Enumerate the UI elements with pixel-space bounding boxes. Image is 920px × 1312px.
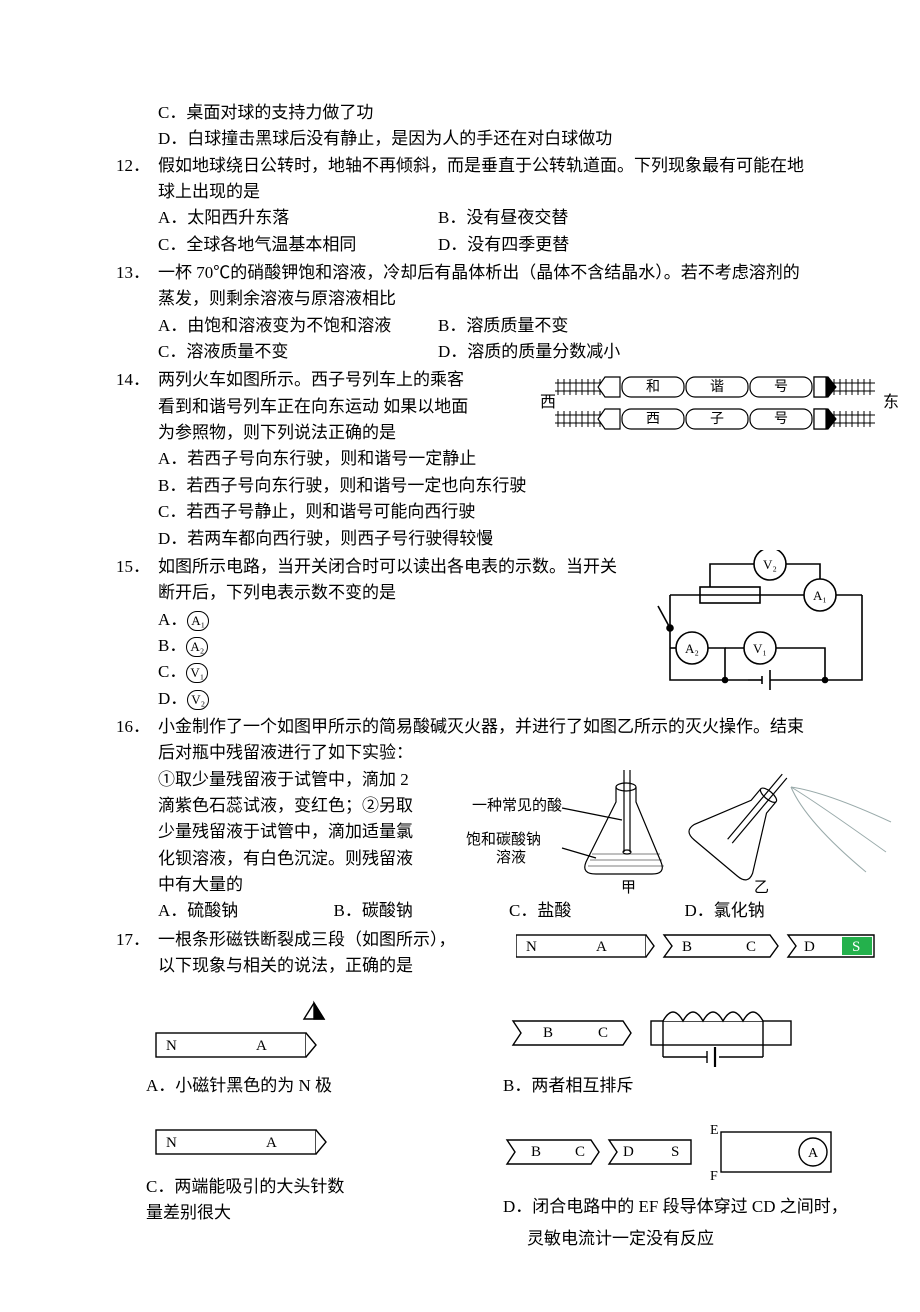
q15-optC-icon: V₁ xyxy=(186,663,208,683)
q15-optB-icon: A₂ xyxy=(186,637,208,657)
q15-optB-prefix: B． xyxy=(158,636,186,655)
q15-fig-V1: V₁ xyxy=(753,641,767,656)
q14-stem-l3: 为参照物，则下列说法正确的是 xyxy=(158,420,528,446)
q15-fig-V2: V₂ xyxy=(763,557,777,572)
q13-stem-l1: 一杯 70℃的硝酸钾饱和溶液，冷却后有晶体析出（晶体不含结晶水）。若不考虑溶剂的 xyxy=(158,260,860,286)
q17-number: 17． xyxy=(116,927,158,953)
q16-stem-l6: 化钡溶液，有白色沉淀。则残留液 xyxy=(158,846,458,872)
svg-text:S: S xyxy=(852,939,860,955)
q17-optD-caption1: D．闭合电路中的 EF 段导体穿过 CD 之间时， xyxy=(503,1194,860,1220)
q14-optC: C．若西子号静止，则和谐号可能向西行驶 xyxy=(116,499,860,525)
q17-top-figure: N A B C D S xyxy=(516,929,886,965)
q15-fig-A1: A₁ xyxy=(813,588,827,603)
svg-text:B: B xyxy=(531,1144,541,1160)
q14-number: 14． xyxy=(116,367,158,393)
q16-label-yi: 乙 xyxy=(754,880,769,896)
q17-optD-caption2: 灵敏电流计一定没有反应 xyxy=(503,1226,860,1252)
q15-optD-icon: V₂ xyxy=(187,690,209,710)
svg-text:E: E xyxy=(710,1123,719,1138)
q14-train-figure: 和 谐 号 xyxy=(530,367,900,447)
q12-optC: C．全球各地气温基本相同 xyxy=(158,232,438,258)
q16-label-soda-l2: 溶液 xyxy=(496,849,526,866)
q16-number: 16． xyxy=(116,714,158,740)
q16-label-jia: 甲 xyxy=(621,880,636,896)
svg-text:A: A xyxy=(808,1146,819,1161)
svg-text:C: C xyxy=(575,1144,585,1160)
q17-optC-caption: C．两端能吸引的大头针数量差别很大 xyxy=(146,1174,356,1227)
q13-optB: B．溶质质量不变 xyxy=(438,313,568,339)
q16-stem-l5: 少量残留液于试管中，滴加适量氯 xyxy=(158,819,458,845)
q17-optC-figure: N A xyxy=(146,1118,376,1168)
q16-stem-l4: 滴紫色石蕊试液，变红色；②另取 xyxy=(158,793,458,819)
q15-optA-icon: A₁ xyxy=(187,611,209,631)
svg-text:B: B xyxy=(682,939,692,955)
svg-text:C: C xyxy=(598,1025,608,1041)
q16-optC: C．盐酸 xyxy=(509,898,685,924)
q15-number: 15． xyxy=(116,554,158,580)
q17-optB-figure: B C xyxy=(503,997,833,1067)
q15-optD-prefix: D． xyxy=(158,689,187,708)
q14-stem-l2: 看到和谐号列车正在向东运动 如果以地面 xyxy=(158,394,528,420)
svg-text:D: D xyxy=(623,1144,634,1160)
q15-fig-A2: A₂ xyxy=(685,641,699,656)
q14-optB: B．若西子号向东行驶，则和谐号一定也向东行驶 xyxy=(116,473,860,499)
q15-stem-l1: 如图所示电路，当开关闭合时可以读出各电表的示数。当开关 xyxy=(158,554,648,580)
q16-stem-l3: ①取少量残留液于试管中，滴加 2 xyxy=(158,767,458,793)
q12-optB: B．没有昼夜交替 xyxy=(438,205,568,231)
q15-optC-prefix: C． xyxy=(158,662,186,681)
q16-optD: D．氯化钠 xyxy=(685,898,861,924)
q14-east-label: 东 xyxy=(883,393,899,411)
q12-stem-l1: 假如地球绕日公转时，地轴不再倾斜，而是垂直于公转轨道面。下列现象最有可能在地 xyxy=(158,156,804,175)
q16-stem-l1: 小金制作了一个如图甲所示的简易酸碱灭火器，并进行了如图乙所示的灭火操作。结束 xyxy=(158,714,860,740)
q14-top-hao: 号 xyxy=(774,380,788,395)
q12-stem-l2: 球上出现的是 xyxy=(158,179,860,205)
svg-text:A: A xyxy=(596,939,607,955)
q13-number: 13． xyxy=(116,260,158,286)
q17-optD-figure: B C D S E F A xyxy=(503,1118,863,1188)
q14-optA: A．若西子号向东行驶，则和谐号一定静止 xyxy=(116,446,860,472)
svg-text:B: B xyxy=(543,1025,553,1041)
q13-optC: C．溶液质量不变 xyxy=(158,339,438,365)
q14-bot-zi: 子 xyxy=(710,411,724,427)
q17-optB-caption: B．两者相互排斥 xyxy=(503,1073,860,1099)
q16-label-soda-l1: 饱和碳酸钠 xyxy=(466,831,541,848)
q14-bot-hao: 号 xyxy=(774,412,788,427)
q11-optC: C．桌面对球的支持力做了功 xyxy=(158,103,373,122)
q15-circuit-figure: V₂ A₁ A₂ V₁ xyxy=(650,550,880,700)
q12-optD: D．没有四季更替 xyxy=(438,232,569,258)
q17-optA-caption: A．小磁针黑色的为 N 极 xyxy=(146,1073,503,1099)
q14-stem-l1: 两列火车如图所示。西子号列车上的乘客 xyxy=(158,367,528,393)
q17-stem-l2: 以下现象与相关的说法，正确的是 xyxy=(158,953,518,979)
q13-optA: A．由饱和溶液变为不饱和溶液 xyxy=(158,313,438,339)
q12-optA: A．太阳西升东落 xyxy=(158,205,438,231)
q16-apparatus-figure: 一种常见的酸 饱和碳酸钠 溶液 甲 乙 xyxy=(466,762,896,902)
q16-optA: A．硫酸钠 xyxy=(158,898,334,924)
q16-label-acid: 一种常见的酸 xyxy=(472,797,562,814)
q14-top-xie: 谐 xyxy=(710,379,724,395)
svg-text:F: F xyxy=(710,1169,718,1184)
q13-stem-l2: 蒸发，则剩余溶液与原溶液相比 xyxy=(158,286,860,312)
q14-optD: D．若两车都向西行驶，则西子号行驶得较慢 xyxy=(116,526,860,552)
q16-optB: B．碳酸钠 xyxy=(334,898,510,924)
q13-optD: D．溶质的质量分数减小 xyxy=(438,339,620,365)
q16-stem-l7: 中有大量的 xyxy=(158,872,458,898)
svg-text:S: S xyxy=(671,1144,679,1160)
q17-stem-l1: 一根条形磁铁断裂成三段（如图所示）， xyxy=(158,927,518,953)
svg-text:A: A xyxy=(256,1038,267,1054)
q15-optA-prefix: A． xyxy=(158,610,187,629)
q14-bot-xi: 西 xyxy=(646,412,660,427)
q14-top-he: 和 xyxy=(646,379,660,395)
svg-text:C: C xyxy=(746,939,756,955)
svg-text:D: D xyxy=(804,939,815,955)
svg-text:N: N xyxy=(166,1038,177,1054)
q11-optD: D．白球撞击黑球后没有静止，是因为人的手还在对白球做功 xyxy=(158,129,612,148)
q17-optA-figure: N A xyxy=(146,997,376,1067)
svg-text:N: N xyxy=(166,1135,177,1151)
svg-text:A: A xyxy=(266,1135,277,1151)
q12-number: 12． xyxy=(116,153,158,179)
q14-west-label: 西 xyxy=(540,394,556,411)
svg-text:N: N xyxy=(526,939,537,955)
